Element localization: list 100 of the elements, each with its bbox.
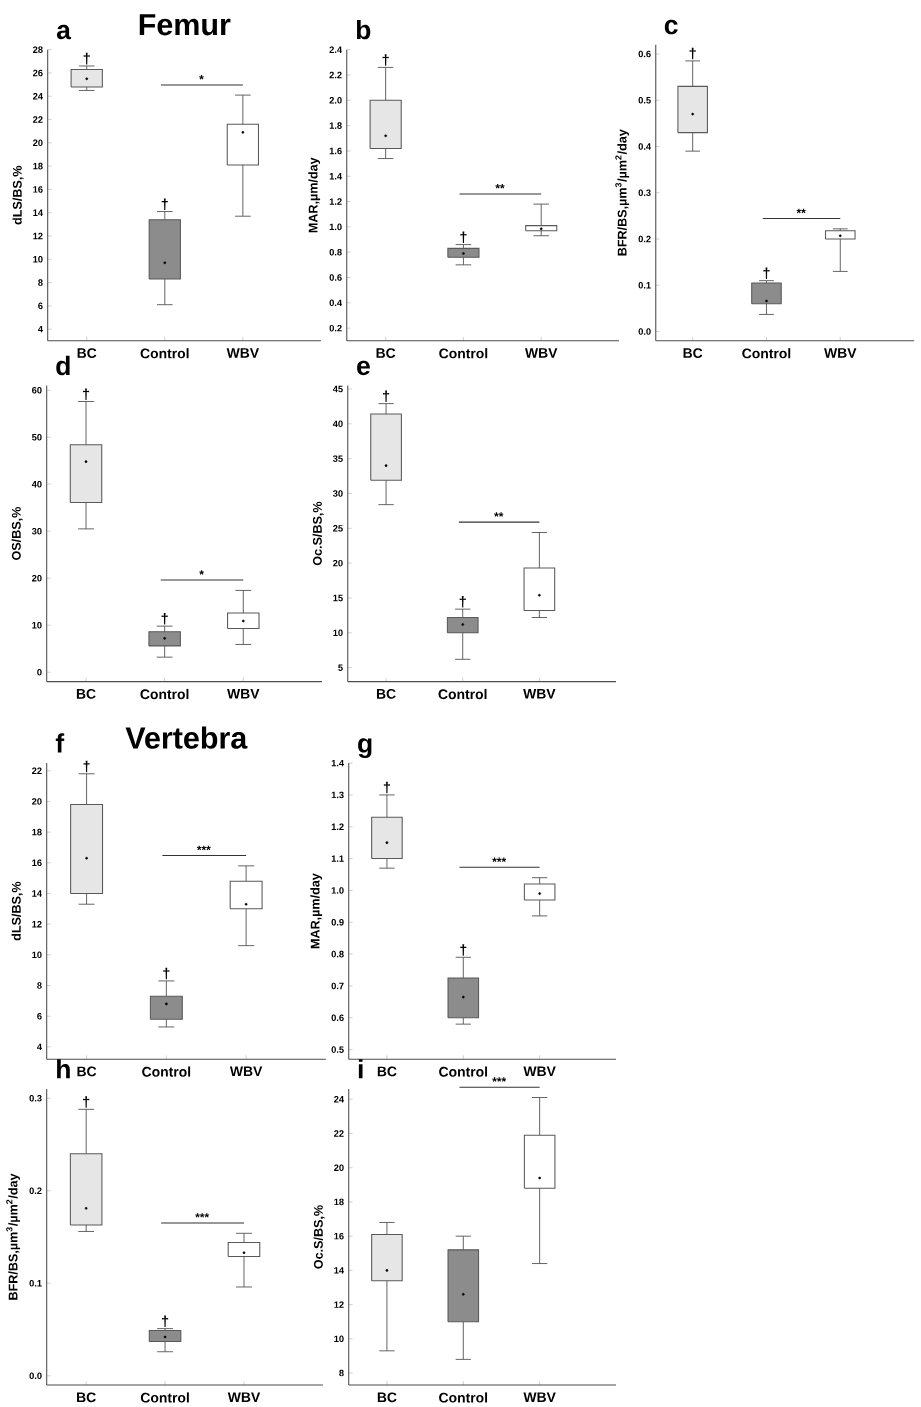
x-tick-label: WBV bbox=[226, 348, 259, 358]
annotation: † bbox=[460, 231, 467, 244]
y-tick-label: 0.2 bbox=[329, 324, 342, 332]
y-tick-label: 25 bbox=[333, 525, 343, 532]
x-tick-label: WBV bbox=[227, 688, 260, 699]
x-tick-label: BC bbox=[376, 348, 396, 358]
y-tick-label: 20 bbox=[32, 139, 43, 147]
y-tick-label: 0.4 bbox=[638, 143, 652, 150]
chart-title: g bbox=[358, 738, 372, 759]
y-tick-label: 26 bbox=[32, 69, 43, 77]
annotation: † bbox=[161, 198, 168, 210]
y-tick-label: 45 bbox=[332, 385, 343, 393]
y-tick-label: 1.4 bbox=[331, 759, 344, 767]
chart-title: e bbox=[357, 360, 370, 376]
y-tick-label: 0.1 bbox=[638, 282, 651, 289]
y-tick-label: 30 bbox=[332, 490, 343, 497]
annotation: † bbox=[161, 1315, 169, 1328]
x-tick-label: BC bbox=[377, 1392, 397, 1403]
y-tick-label: 4 bbox=[37, 325, 43, 333]
y-tick-label: 0.2 bbox=[29, 1187, 42, 1195]
y-tick-label: 2.0 bbox=[329, 97, 342, 104]
y-tick-label: 20 bbox=[32, 574, 42, 582]
annotation: † bbox=[382, 54, 389, 66]
annotation: * bbox=[199, 570, 204, 575]
y-tick-label: 20 bbox=[334, 1164, 344, 1171]
x-tick-label: BC bbox=[77, 348, 97, 358]
y-tick-label: 0.2 bbox=[638, 235, 651, 243]
y-axis-title: OS/BS,% bbox=[11, 506, 23, 560]
y-tick-label: 24 bbox=[334, 1096, 344, 1103]
y-tick-label: 1.0 bbox=[329, 223, 342, 231]
y-tick-label: 2.4 bbox=[329, 46, 343, 53]
y-axis-title: dLS/BS,% bbox=[11, 881, 23, 941]
y-tick-label: 0.6 bbox=[331, 1014, 344, 1022]
y-tick-label: 0.6 bbox=[329, 274, 342, 281]
x-tick-label: Control bbox=[439, 348, 488, 359]
annotation: † bbox=[163, 967, 170, 980]
y-tick-label: 16 bbox=[33, 186, 43, 193]
y-tick-label: 5 bbox=[338, 664, 343, 671]
x-tick-label: Control bbox=[742, 348, 791, 359]
y-tick-label: 0.3 bbox=[638, 189, 651, 197]
y-tick-label: 10 bbox=[32, 951, 42, 959]
y-tick-label: 0.8 bbox=[329, 248, 342, 256]
y-tick-label: 1.2 bbox=[331, 823, 344, 830]
y-tick-label: 28 bbox=[32, 46, 43, 53]
annotation: *** bbox=[195, 1213, 210, 1218]
x-tick-label: Control bbox=[439, 1392, 488, 1403]
y-tick-label: 40 bbox=[332, 420, 343, 428]
x-tick-label: BC bbox=[377, 1066, 397, 1077]
annotation: † bbox=[459, 596, 466, 608]
annotation: ** bbox=[796, 208, 806, 214]
y-tick-label: 8 bbox=[339, 1369, 344, 1377]
y-tick-label: 8 bbox=[38, 279, 43, 286]
chart-title: h bbox=[57, 1059, 70, 1079]
y-tick-label: 22 bbox=[32, 767, 42, 774]
y-tick-label: 15 bbox=[333, 594, 343, 602]
x-tick-label: WBV bbox=[227, 1392, 261, 1402]
y-tick-label: 4 bbox=[36, 1043, 42, 1051]
y-tick-label: 0 bbox=[37, 668, 42, 676]
y-tick-label: 0.1 bbox=[29, 1280, 42, 1287]
y-tick-label: 10 bbox=[33, 256, 43, 263]
y-tick-label: 6 bbox=[37, 1012, 42, 1020]
annotation: † bbox=[83, 1096, 90, 1108]
y-tick-label: 12 bbox=[334, 1301, 344, 1308]
x-tick-label: Control bbox=[140, 1392, 189, 1403]
x-tick-label: WBV bbox=[523, 688, 556, 699]
annotation: † bbox=[83, 760, 90, 773]
x-tick-label: BC bbox=[376, 688, 396, 699]
y-tick-label: 20 bbox=[32, 798, 42, 805]
y-tick-label: 16 bbox=[334, 1232, 344, 1240]
y-tick-label: 8 bbox=[37, 982, 42, 989]
annotation: ** bbox=[494, 512, 504, 517]
y-tick-label: 40 bbox=[31, 480, 42, 488]
y-axis-title: Oc.S/BS,% bbox=[313, 1205, 325, 1269]
y-tick-label: 14 bbox=[334, 1267, 344, 1274]
y-tick-label: 20 bbox=[333, 559, 343, 567]
annotation: † bbox=[82, 388, 90, 400]
y-axis-title: Oc.S/BS,% bbox=[312, 501, 324, 566]
annotation: † bbox=[689, 47, 696, 60]
x-tick-label: BC bbox=[76, 688, 96, 699]
y-axis-title: MAR,µm/day bbox=[308, 157, 321, 233]
y-tick-label: 0.0 bbox=[638, 328, 651, 335]
y-tick-label: 1.8 bbox=[329, 122, 342, 129]
y-tick-label: 1.0 bbox=[331, 887, 344, 894]
x-tick-label: WBV bbox=[824, 348, 857, 358]
y-tick-label: 1.3 bbox=[331, 791, 344, 799]
y-tick-label: 12 bbox=[33, 232, 43, 240]
y-tick-label: 50 bbox=[31, 433, 42, 441]
chart-title: c bbox=[664, 19, 678, 35]
y-tick-label: 10 bbox=[32, 621, 42, 629]
y-tick-label: 0.7 bbox=[331, 982, 344, 990]
x-tick-label: Control bbox=[140, 688, 189, 700]
y-tick-label: 18 bbox=[334, 1198, 344, 1206]
y-tick-label: 0.0 bbox=[29, 1372, 42, 1380]
y-tick-label: 6 bbox=[38, 302, 43, 310]
annotation: * bbox=[199, 75, 204, 80]
y-tick-label: 1.2 bbox=[329, 198, 342, 205]
x-tick-label: BC bbox=[683, 348, 703, 358]
y-axis-title: BFR/BS,µm$^{3}$/µm$^{2}$/day bbox=[615, 129, 630, 256]
y-tick-label: 22 bbox=[32, 116, 43, 123]
y-tick-label: 0.4 bbox=[329, 299, 343, 307]
